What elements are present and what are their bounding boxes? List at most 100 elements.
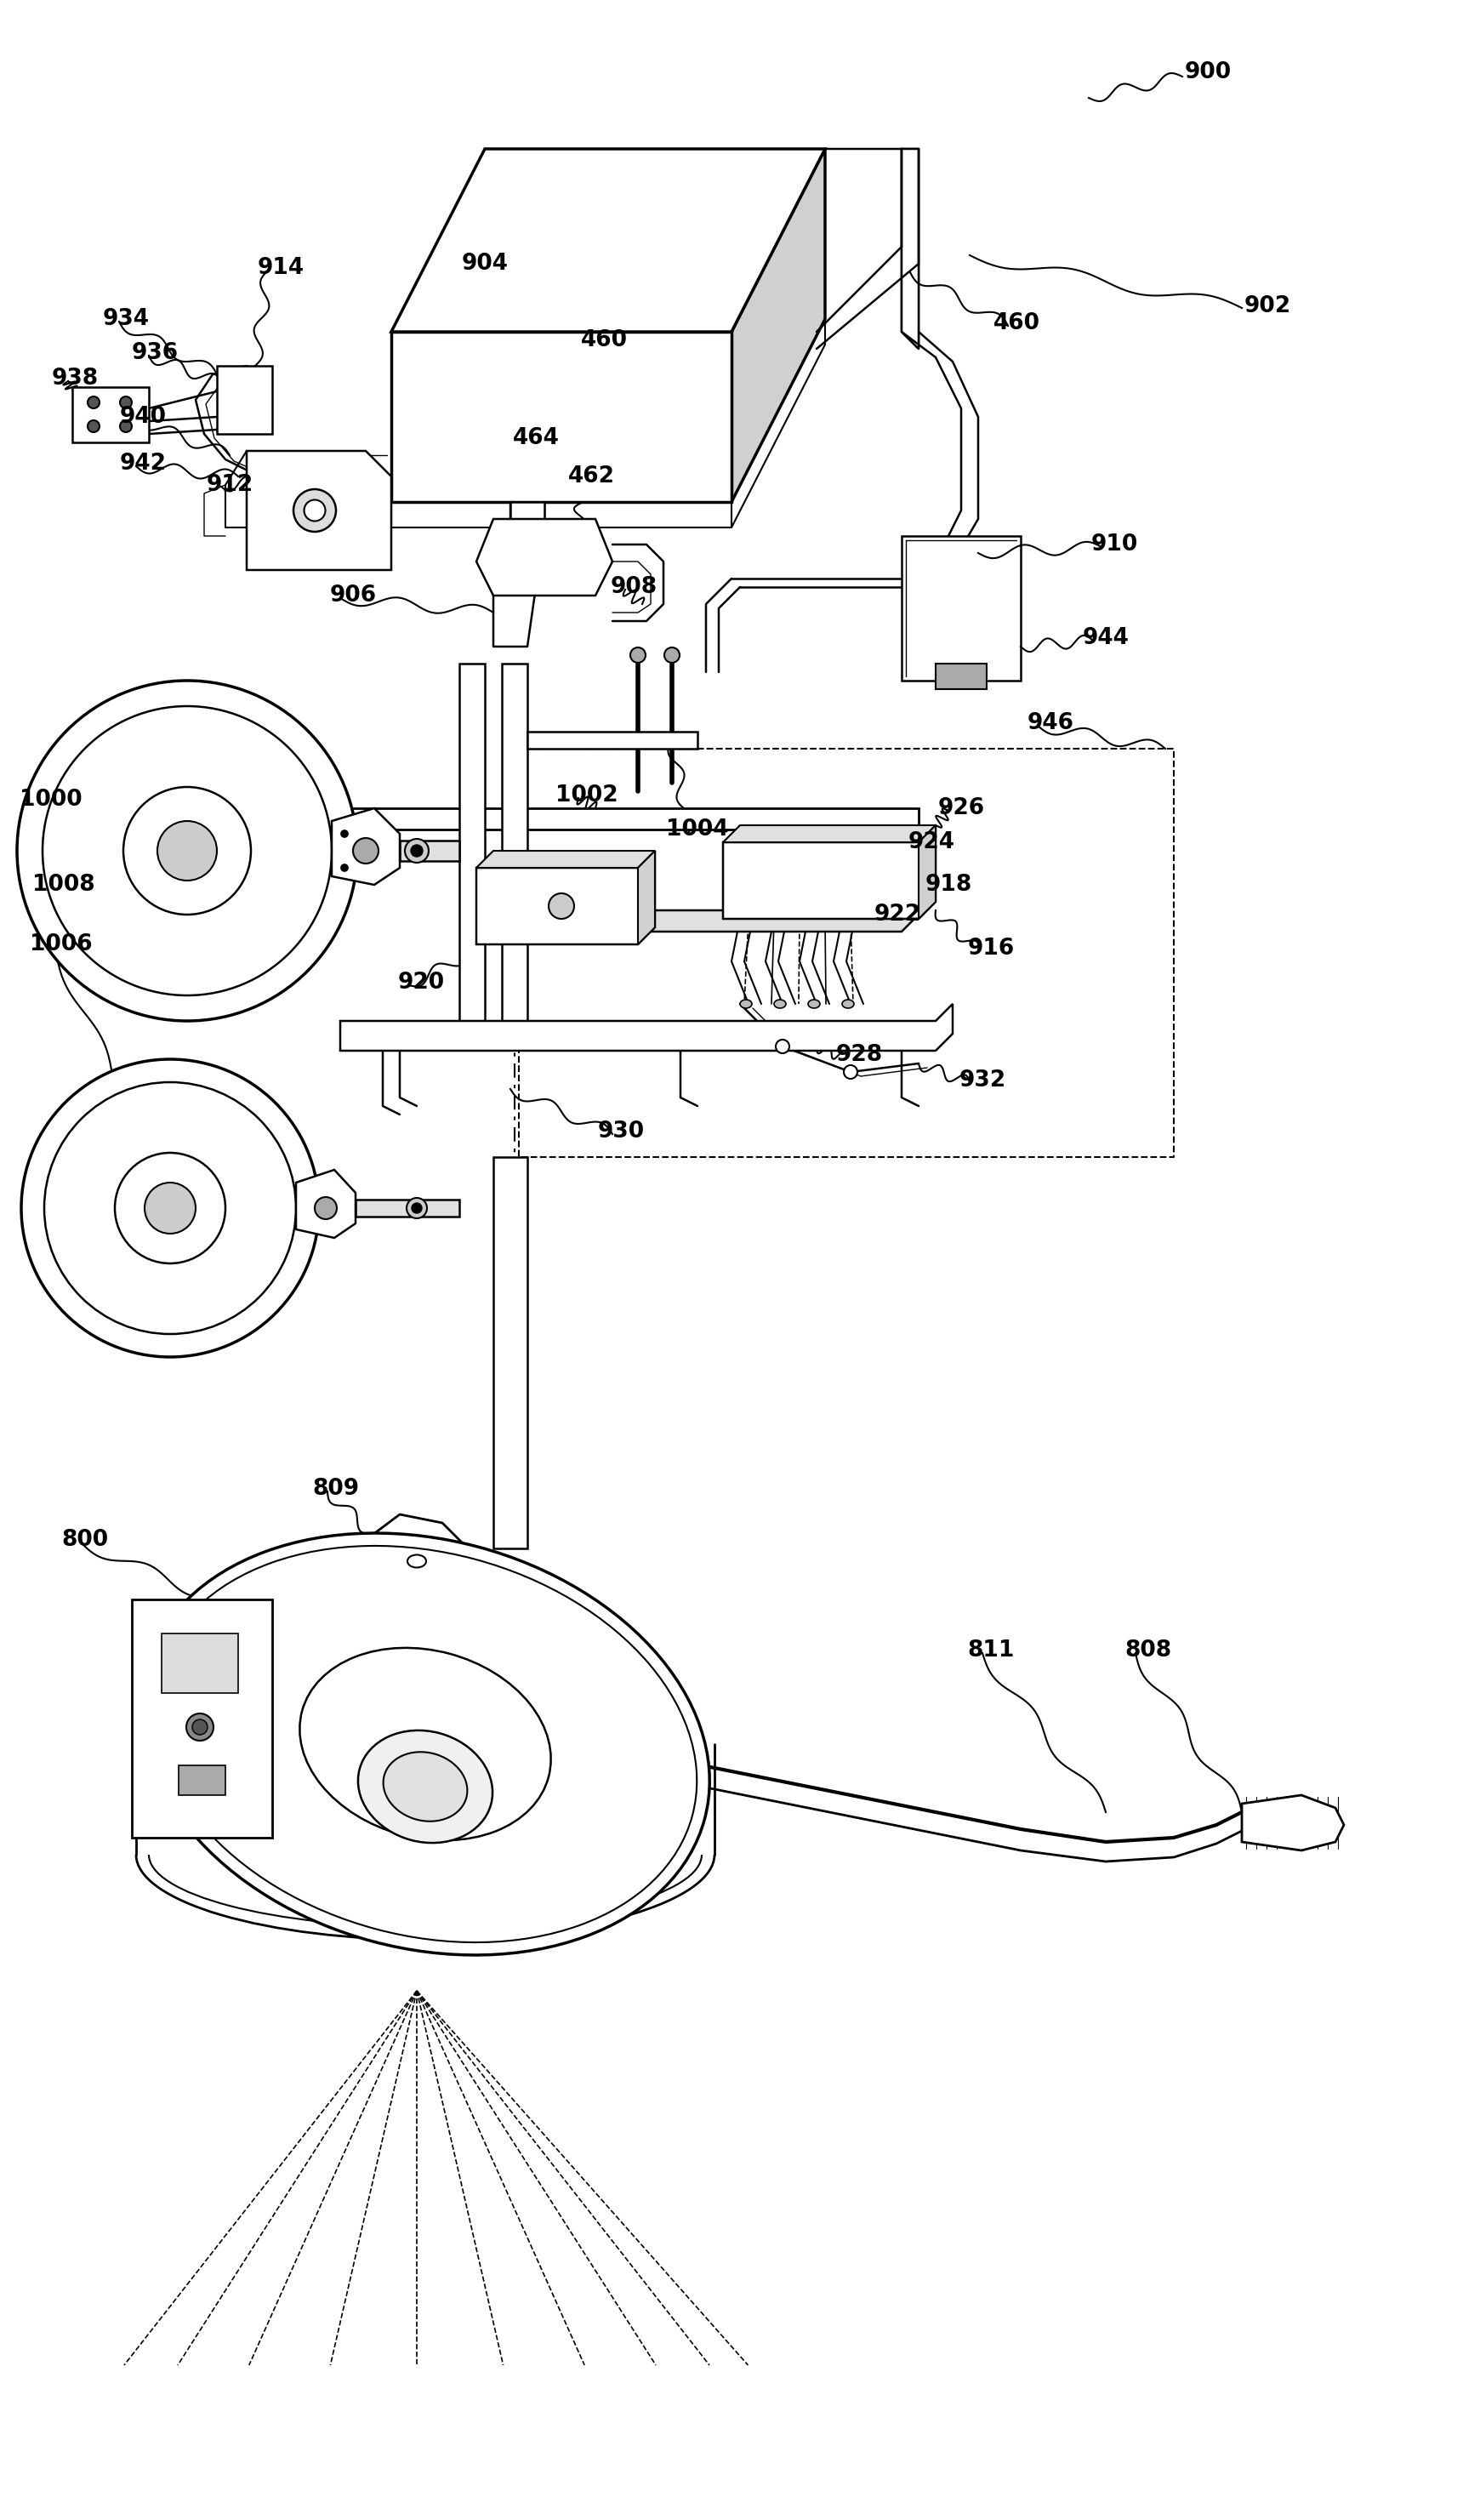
Polygon shape [459,663,484,1021]
Text: 912: 912 [206,474,253,496]
Polygon shape [901,149,919,348]
Ellipse shape [315,1197,336,1220]
Text: 918: 918 [925,874,971,897]
Text: 946: 946 [1027,713,1074,733]
Ellipse shape [186,1714,214,1741]
Polygon shape [356,1200,459,1217]
Ellipse shape [353,839,379,864]
Text: 900: 900 [1185,60,1232,83]
Polygon shape [178,1767,225,1794]
Text: 1004: 1004 [666,819,729,842]
Text: 800: 800 [61,1530,108,1550]
Polygon shape [341,809,919,829]
Text: 936: 936 [132,343,178,363]
Text: 922: 922 [873,905,920,925]
Polygon shape [477,519,613,595]
Polygon shape [477,852,655,945]
Text: 460: 460 [581,330,628,350]
Polygon shape [919,824,936,920]
Ellipse shape [549,892,573,920]
Polygon shape [723,824,936,920]
Text: 930: 930 [597,1121,644,1142]
Ellipse shape [120,421,132,433]
Text: 910: 910 [1091,534,1138,554]
Text: 944: 944 [1083,627,1129,650]
Ellipse shape [192,1719,208,1734]
Text: 902: 902 [1244,295,1290,318]
Ellipse shape [88,396,99,408]
Polygon shape [132,1600,272,1837]
Text: 924: 924 [909,832,955,854]
Text: 934: 934 [102,307,149,330]
Polygon shape [493,1157,527,1547]
Ellipse shape [411,844,423,857]
Text: 1008: 1008 [32,874,95,897]
Polygon shape [936,663,986,688]
Text: 940: 940 [120,406,167,428]
Ellipse shape [145,1182,196,1235]
Text: 1000: 1000 [19,789,82,811]
Polygon shape [247,451,391,570]
Polygon shape [332,809,399,885]
Text: 811: 811 [967,1641,1014,1661]
Ellipse shape [740,1000,752,1008]
Text: 938: 938 [51,368,98,391]
Polygon shape [901,537,1021,680]
Ellipse shape [774,1000,786,1008]
Text: 464: 464 [512,426,559,449]
Polygon shape [161,1633,238,1693]
Ellipse shape [405,839,429,862]
Polygon shape [732,149,825,501]
Ellipse shape [358,1731,493,1842]
Ellipse shape [22,1058,319,1356]
Text: 462: 462 [568,466,614,486]
Ellipse shape [114,1152,225,1263]
Ellipse shape [411,1202,421,1212]
Ellipse shape [383,1751,467,1822]
Ellipse shape [664,648,680,663]
Text: 932: 932 [958,1068,1007,1091]
Polygon shape [391,333,732,501]
Ellipse shape [341,864,348,872]
Ellipse shape [88,421,99,433]
Text: 916: 916 [967,937,1014,960]
Ellipse shape [44,1081,296,1333]
Ellipse shape [341,832,348,837]
Text: 809: 809 [313,1477,360,1499]
Polygon shape [72,388,149,444]
Ellipse shape [631,648,645,663]
Polygon shape [638,852,655,945]
Text: 460: 460 [993,312,1040,335]
Polygon shape [341,1003,952,1051]
Polygon shape [502,663,527,1021]
Ellipse shape [304,499,325,522]
Text: 914: 914 [257,257,304,280]
Ellipse shape [18,680,357,1021]
Text: 906: 906 [329,585,376,607]
Ellipse shape [775,1041,790,1053]
Polygon shape [296,1169,356,1237]
Ellipse shape [843,1000,854,1008]
Polygon shape [1242,1794,1344,1850]
Polygon shape [484,892,919,932]
Ellipse shape [42,706,332,995]
Text: 908: 908 [610,577,657,597]
Ellipse shape [844,1066,857,1079]
Polygon shape [217,365,272,433]
Text: 904: 904 [461,252,508,275]
Polygon shape [723,824,936,842]
Text: 926: 926 [938,796,985,819]
Ellipse shape [140,1532,710,1956]
Text: 920: 920 [398,973,445,993]
Ellipse shape [294,489,336,532]
Text: 1006: 1006 [29,932,92,955]
Text: 808: 808 [1125,1641,1172,1661]
Polygon shape [527,731,698,748]
Ellipse shape [123,786,252,915]
Text: 928: 928 [835,1043,882,1066]
Ellipse shape [120,396,132,408]
Text: 942: 942 [120,454,167,474]
Ellipse shape [300,1648,552,1840]
Text: 1002: 1002 [556,784,619,806]
Polygon shape [399,842,459,862]
